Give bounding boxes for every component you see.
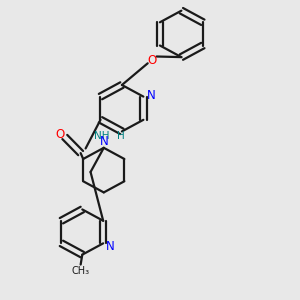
Text: N: N [99,134,108,148]
Text: N: N [147,88,156,101]
Text: H: H [117,131,125,141]
Text: NH: NH [94,131,109,141]
Text: CH₃: CH₃ [72,266,90,276]
Text: O: O [147,54,156,67]
Text: O: O [55,128,64,141]
Text: N: N [106,240,115,253]
